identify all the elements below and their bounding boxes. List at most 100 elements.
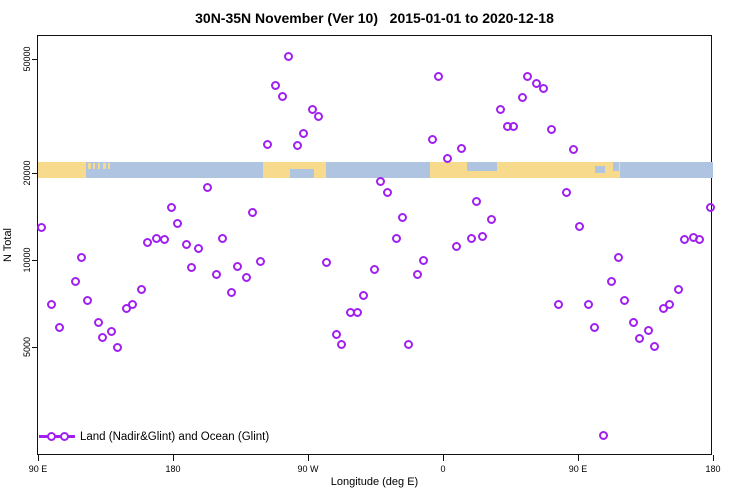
data-point xyxy=(299,129,309,139)
y-axis-tick xyxy=(32,346,38,348)
data-point xyxy=(181,240,191,250)
data-point xyxy=(590,322,600,332)
map-band-island xyxy=(107,163,110,169)
map-band-ocean-inlet xyxy=(612,162,619,171)
data-point xyxy=(186,263,196,273)
x-axis-tick xyxy=(443,455,444,461)
data-point xyxy=(397,212,407,222)
data-point xyxy=(106,326,116,336)
map-band-island xyxy=(103,163,106,169)
data-point xyxy=(331,330,341,340)
map-band-island xyxy=(98,163,101,169)
x-axis-tick-label: 180 xyxy=(705,464,721,474)
x-axis-tick xyxy=(308,455,309,461)
x-axis-tick-label: 180 xyxy=(165,464,181,474)
data-point xyxy=(358,290,368,300)
data-point xyxy=(522,71,532,81)
y-axis-tick-label: 5000 xyxy=(22,336,32,357)
data-point xyxy=(98,332,108,342)
y-axis-tick-label: 20000 xyxy=(22,160,32,186)
data-point xyxy=(292,140,302,150)
map-band-island xyxy=(87,163,91,169)
data-point xyxy=(211,270,221,280)
legend-marker-symbol xyxy=(39,430,75,443)
data-point xyxy=(531,79,541,89)
data-point xyxy=(606,277,616,287)
data-point xyxy=(665,299,675,309)
data-point xyxy=(202,183,212,193)
data-point xyxy=(486,215,496,225)
data-point xyxy=(517,92,527,102)
data-point xyxy=(54,322,64,332)
data-point xyxy=(635,333,645,343)
data-point xyxy=(314,111,324,121)
data-point xyxy=(412,270,422,280)
data-point xyxy=(705,203,715,213)
data-point xyxy=(613,253,623,263)
x-axis-tick xyxy=(173,455,174,461)
data-point xyxy=(143,238,153,248)
data-point xyxy=(546,124,556,134)
data-point xyxy=(575,221,585,231)
data-point xyxy=(477,231,487,241)
map-band-land xyxy=(429,162,620,178)
legend-circle-icon xyxy=(47,432,56,441)
data-point xyxy=(76,253,86,263)
data-point xyxy=(375,176,385,186)
x-axis-tick-label: 0 xyxy=(440,464,446,474)
chart-title: 30N-35N November (Ver 10) 2015-01-01 to … xyxy=(195,10,554,26)
data-point xyxy=(277,91,287,101)
map-band-ocean-inlet xyxy=(467,162,497,171)
data-point xyxy=(218,233,228,243)
y-axis-tick xyxy=(32,58,38,60)
data-point xyxy=(538,84,548,94)
legend: Land (Nadir&Glint) and Ocean (Glint) xyxy=(39,430,269,443)
data-point xyxy=(173,218,183,228)
legend-label: Land (Nadir&Glint) and Ocean (Glint) xyxy=(80,430,270,443)
map-band-land xyxy=(38,162,86,178)
data-point xyxy=(93,318,103,328)
data-point xyxy=(584,300,594,310)
data-point xyxy=(321,258,331,268)
data-point xyxy=(442,153,452,163)
data-point xyxy=(650,342,660,352)
data-point xyxy=(307,105,317,115)
data-point xyxy=(554,299,564,309)
data-point xyxy=(166,203,176,213)
data-point xyxy=(194,243,204,253)
y-axis-tick xyxy=(32,260,38,261)
legend-line-icon xyxy=(39,435,75,438)
data-point xyxy=(568,144,578,154)
data-point xyxy=(680,234,690,244)
y-axis-tick-label: 50000 xyxy=(22,46,32,72)
data-point xyxy=(255,256,265,266)
data-point xyxy=(471,196,481,206)
map-band-island xyxy=(92,163,95,169)
map-band-ocean-inlet xyxy=(594,166,605,173)
data-point xyxy=(369,264,379,274)
data-point xyxy=(456,144,466,154)
data-point xyxy=(159,234,169,244)
data-point xyxy=(673,284,683,294)
data-point xyxy=(241,272,251,282)
y-axis-label: N Total xyxy=(2,227,14,263)
data-point xyxy=(419,256,429,266)
data-point xyxy=(599,431,609,441)
data-point xyxy=(495,105,505,115)
y-axis-tick xyxy=(32,173,38,175)
data-point xyxy=(466,233,476,243)
data-point xyxy=(509,122,519,132)
data-point xyxy=(263,140,273,150)
data-point xyxy=(36,222,46,232)
data-point xyxy=(404,340,414,350)
data-point xyxy=(233,261,243,271)
data-point xyxy=(382,187,392,197)
data-point xyxy=(561,187,571,197)
x-axis-tick-label: 90 W xyxy=(297,464,319,474)
data-point xyxy=(226,288,236,298)
data-point xyxy=(428,134,438,144)
data-point xyxy=(47,300,57,310)
data-point xyxy=(352,308,362,318)
data-point xyxy=(391,233,401,243)
